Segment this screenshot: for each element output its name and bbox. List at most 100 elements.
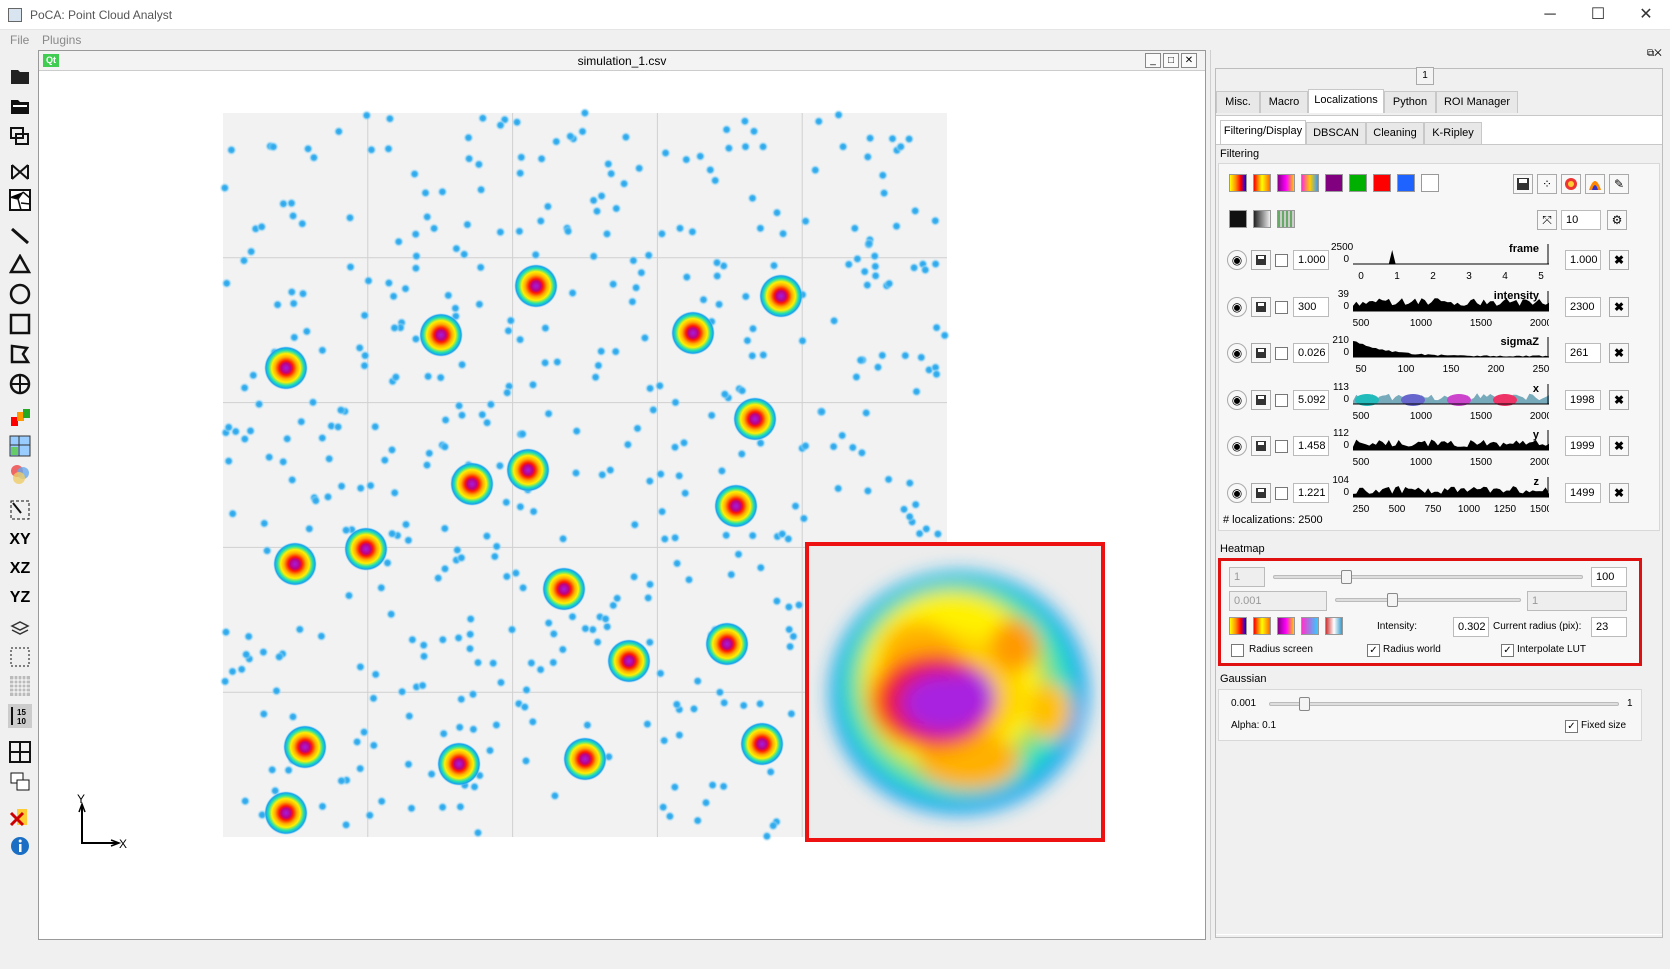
filter-enable-checkbox[interactable]: [1275, 300, 1288, 314]
lut-color-chip[interactable]: [1325, 174, 1343, 192]
radius-screen-checkbox[interactable]: [1231, 644, 1244, 657]
point-cloud-canvas[interactable]: Y X: [39, 71, 1205, 939]
lut-gray-chip[interactable]: [1253, 210, 1271, 228]
info-icon[interactable]: [8, 834, 32, 858]
heatmap-lut-chip[interactable]: [1229, 617, 1247, 635]
map-icon[interactable]: [8, 434, 32, 458]
colormap-icon[interactable]: [8, 406, 32, 430]
heatmap-icon[interactable]: [1585, 174, 1605, 194]
filter-enable-checkbox[interactable]: [1275, 347, 1288, 360]
brush-icon[interactable]: ✎: [1609, 174, 1629, 194]
filter-max-field[interactable]: 1998: [1565, 389, 1601, 410]
save-filter-icon[interactable]: [1251, 250, 1271, 270]
filter-enable-checkbox[interactable]: [1275, 440, 1288, 453]
target-color-icon[interactable]: [1561, 174, 1581, 194]
lut-black-chip[interactable]: [1229, 210, 1247, 228]
filter-max-field[interactable]: 1.000: [1565, 250, 1601, 270]
interpolate-lut-checkbox[interactable]: ✓: [1501, 644, 1514, 657]
tab-roi-manager[interactable]: ROI Manager: [1436, 91, 1518, 113]
save-icon[interactable]: [1513, 174, 1533, 194]
maximize-button[interactable]: ☐: [1590, 6, 1606, 23]
square-tool-icon[interactable]: [8, 312, 32, 336]
filter-min-field[interactable]: 5.092: [1293, 389, 1329, 410]
subwindow-minimize-button[interactable]: _: [1145, 53, 1161, 68]
polygon-tool-icon[interactable]: [8, 342, 32, 366]
remove-filter-icon[interactable]: ✖: [1609, 436, 1629, 456]
tab-localizations[interactable]: Localizations: [1308, 89, 1384, 113]
xy-view-icon[interactable]: XY: [9, 531, 31, 548]
visibility-eye-icon[interactable]: ◉: [1227, 250, 1247, 270]
heatmap-lut-chip[interactable]: [1325, 617, 1343, 635]
save-filter-icon[interactable]: [1251, 343, 1271, 363]
lut-gradient-chip[interactable]: [1301, 174, 1319, 192]
lut-gradient-chip[interactable]: [1229, 174, 1247, 192]
close-button[interactable]: ✕: [1639, 6, 1653, 23]
windows-icon[interactable]: [8, 770, 32, 794]
heatmap-max-field[interactable]: 100: [1591, 567, 1627, 587]
visibility-eye-icon[interactable]: ◉: [1227, 296, 1247, 317]
heatmap-lut-chip[interactable]: [1301, 617, 1319, 635]
radius-field[interactable]: 23: [1591, 617, 1627, 637]
heatmap-lut-chip[interactable]: [1253, 617, 1271, 635]
fixed-size-checkbox[interactable]: ✓: [1565, 720, 1578, 733]
tab-python[interactable]: Python: [1384, 91, 1436, 113]
heatmap-low-field[interactable]: 0.001: [1229, 591, 1327, 611]
filter-max-field[interactable]: 2300: [1565, 296, 1601, 317]
filter-min-field[interactable]: 1.458: [1293, 436, 1329, 456]
open-folder-icon[interactable]: [8, 94, 32, 118]
crop-icon[interactable]: [8, 498, 32, 522]
histogram[interactable]: sigmaZ 50 100 150 200 250: [1353, 335, 1549, 375]
subtab-cleaning[interactable]: Cleaning: [1366, 122, 1424, 144]
filter-max-field[interactable]: 1999: [1565, 436, 1601, 456]
visibility-eye-icon[interactable]: ◉: [1227, 482, 1247, 503]
gaussian-slider[interactable]: [1269, 702, 1619, 706]
settings-gear-icon[interactable]: ⚙: [1607, 210, 1627, 230]
yz-view-icon[interactable]: YZ: [9, 589, 31, 606]
filter-enable-checkbox[interactable]: [1275, 393, 1288, 407]
sphere-tool-icon[interactable]: [8, 372, 32, 396]
dock-float-button[interactable]: ⧉✕: [1647, 48, 1662, 59]
graph-icon[interactable]: [8, 160, 32, 184]
lut-color-chip[interactable]: [1397, 174, 1415, 192]
lut-color-chip[interactable]: [1421, 174, 1439, 192]
remove-filter-icon[interactable]: ✖: [1609, 250, 1629, 270]
save-filter-icon[interactable]: [1251, 436, 1271, 456]
histogram[interactable]: z 250 500 750 1000 1250 1500: [1353, 475, 1549, 515]
tab-misc[interactable]: Misc.: [1216, 91, 1260, 113]
heatmap-intensity-slider[interactable]: [1335, 598, 1521, 602]
subtab-dbscan[interactable]: DBSCAN: [1306, 122, 1366, 144]
overlap-icon[interactable]: [8, 462, 32, 486]
line-tool-icon[interactable]: [8, 224, 32, 248]
points-icon[interactable]: ⁘: [1537, 174, 1557, 194]
lut-gradient-chip[interactable]: [1253, 174, 1271, 192]
histogram[interactable]: frame 0 1 2 3 4 5: [1353, 242, 1549, 282]
filter-max-field[interactable]: 1499: [1565, 482, 1601, 503]
gaussian-slider-handle[interactable]: [1299, 697, 1310, 711]
save-filter-icon[interactable]: [1251, 389, 1271, 410]
fit-view-icon[interactable]: ⤧: [1537, 210, 1557, 230]
lut-color-chip[interactable]: [1373, 174, 1391, 192]
heatmap-intensity-handle[interactable]: [1387, 593, 1398, 607]
filter-max-field[interactable]: 261: [1565, 343, 1601, 363]
heatmap-radius-handle[interactable]: [1341, 570, 1352, 584]
heatmap-min-field[interactable]: 1: [1229, 567, 1265, 587]
remove-filter-icon[interactable]: ✖: [1609, 343, 1629, 363]
subtab-k-ripley[interactable]: K-Ripley: [1424, 122, 1482, 144]
subtab-filtering-display[interactable]: Filtering/Display: [1220, 120, 1306, 144]
circle-tool-icon[interactable]: [8, 282, 32, 306]
intensity-field[interactable]: 0.302: [1453, 617, 1489, 637]
visibility-eye-icon[interactable]: ◉: [1227, 389, 1247, 410]
radius-world-checkbox[interactable]: ✓: [1367, 644, 1380, 657]
point-size-spinbox[interactable]: 10: [1561, 210, 1601, 230]
tab-number[interactable]: 1: [1416, 67, 1434, 85]
xz-view-icon[interactable]: XZ: [9, 560, 31, 577]
layout-icon[interactable]: [8, 740, 32, 764]
lut-stripe-chip[interactable]: [1277, 210, 1295, 228]
voronoi-icon[interactable]: [8, 188, 32, 212]
filter-min-field[interactable]: 1.221: [1293, 482, 1329, 503]
lut-color-chip[interactable]: [1349, 174, 1367, 192]
minimize-button[interactable]: ─: [1544, 6, 1556, 23]
duplicate-icon[interactable]: [8, 124, 32, 148]
triangle-tool-icon[interactable]: [8, 252, 32, 276]
open-file-icon[interactable]: [8, 64, 32, 88]
